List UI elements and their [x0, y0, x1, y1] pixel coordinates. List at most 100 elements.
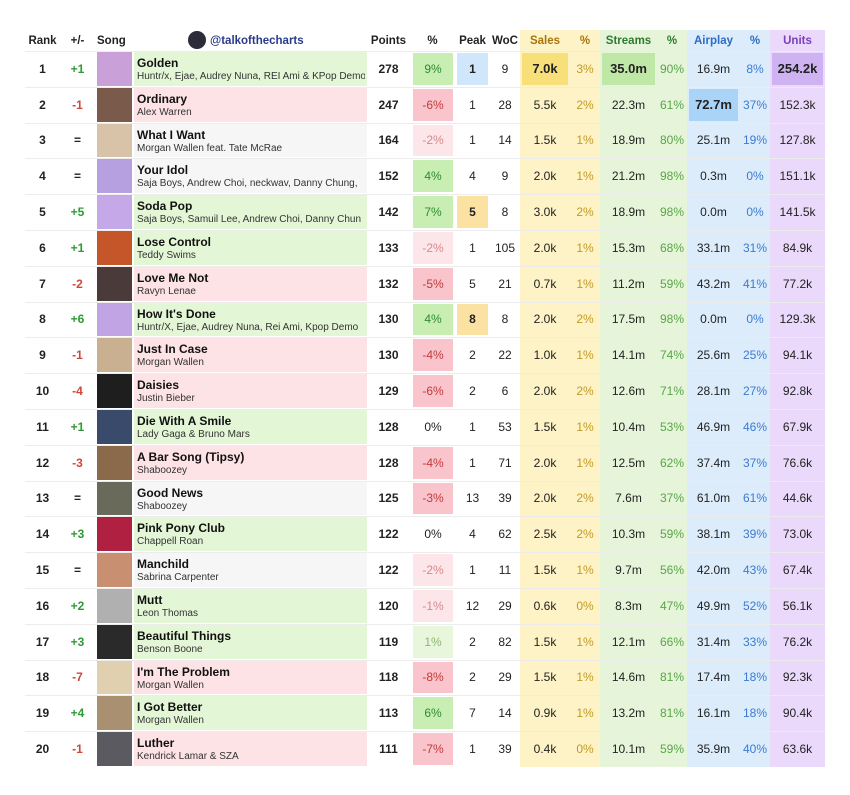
- change: +1: [70, 419, 85, 434]
- metric: 47%: [659, 598, 685, 613]
- rank: 9: [39, 348, 46, 363]
- song-artist: Shaboozey: [137, 464, 188, 476]
- cover-art: [97, 52, 132, 86]
- peak: 1: [469, 455, 476, 470]
- metric: 2.0k: [533, 384, 557, 399]
- row-line: [25, 659, 825, 661]
- points: 133: [378, 240, 399, 255]
- metric: 38.1m: [696, 527, 731, 542]
- cover-art: [97, 410, 132, 444]
- points-change: -6%: [413, 88, 453, 121]
- peak: 1: [457, 53, 488, 85]
- weeks-on-chart: 9: [501, 169, 509, 184]
- rank: 13: [35, 491, 50, 506]
- metric: 1%: [576, 133, 594, 148]
- song-cell: [134, 696, 367, 731]
- song-title: Golden: [137, 56, 179, 70]
- rank: 2: [39, 97, 46, 112]
- change: +1: [70, 61, 85, 76]
- metric: 127.8k: [779, 133, 816, 148]
- metric: 68%: [659, 240, 685, 255]
- metric: 56%: [659, 563, 685, 578]
- cover-art: [97, 231, 132, 265]
- points-change: -2%: [413, 232, 453, 264]
- weeks-on-chart: 29: [498, 598, 512, 613]
- rank: 17: [35, 634, 50, 649]
- song-cell: [134, 195, 367, 229]
- row-line: [25, 480, 825, 482]
- peak: 1: [469, 240, 476, 255]
- metric: 0.9k: [533, 706, 557, 721]
- change: -7: [72, 670, 83, 685]
- rank: 19: [35, 706, 50, 721]
- metric: 62%: [659, 455, 685, 470]
- metric: 46%: [742, 419, 768, 434]
- song-cell: [134, 624, 367, 659]
- row-line: [25, 265, 825, 267]
- handle-icon: [188, 31, 206, 49]
- metric: 41%: [742, 276, 768, 291]
- points: 128: [378, 455, 399, 470]
- metric: 1.5k: [533, 419, 557, 434]
- metric: 2.0k: [533, 169, 557, 184]
- cover-art: [97, 481, 132, 516]
- song-cell: [134, 87, 367, 122]
- song-title: Just In Case: [137, 342, 208, 357]
- song-cell: [134, 374, 367, 408]
- metric: 9.7m: [615, 563, 642, 578]
- metric: 2%: [576, 384, 594, 399]
- change: +2: [70, 598, 85, 613]
- weeks-on-chart: 11: [498, 563, 512, 578]
- weeks-on-chart: 6: [501, 384, 509, 399]
- cover-art: [97, 123, 132, 158]
- metric: 67.4k: [782, 563, 813, 578]
- change: +3: [70, 527, 85, 542]
- song-artist: Justin Bieber: [137, 393, 195, 405]
- weeks-on-chart: 62: [498, 527, 512, 542]
- metric: 1%: [576, 169, 594, 184]
- metric: 17.5m: [611, 312, 646, 327]
- row-line: [25, 158, 825, 160]
- metric: 13.2m: [611, 706, 646, 721]
- cover-art: [97, 266, 132, 301]
- song-artist: Huntr/x, Ejae, Audrey Nuna, REI Ami & KP…: [137, 71, 365, 82]
- metric: 3%: [576, 61, 594, 76]
- weeks-on-chart: 28: [498, 97, 512, 112]
- metric: 98%: [659, 205, 685, 220]
- song-cell: [134, 266, 367, 301]
- metric: 15.3m: [611, 240, 646, 255]
- row-line: [25, 230, 825, 231]
- points: 125: [378, 491, 399, 506]
- song-title: I Got Better: [137, 700, 203, 715]
- metric: 10.3m: [611, 527, 646, 542]
- rank: 4: [39, 169, 46, 184]
- metric: 18.9m: [611, 205, 646, 220]
- header-cell: %: [427, 34, 438, 47]
- header-cell: Units: [783, 34, 812, 47]
- rank: 16: [35, 598, 50, 613]
- change: -1: [72, 742, 83, 757]
- weeks-on-chart: 8: [501, 205, 509, 220]
- points: 111: [379, 742, 398, 757]
- row-line: [25, 731, 825, 733]
- metric: 2%: [576, 97, 594, 112]
- header-cell: %: [666, 34, 678, 47]
- row-line: [25, 409, 825, 410]
- row-line: [25, 337, 825, 339]
- song-artist: Shaboozey: [137, 500, 188, 512]
- song-artist: Alex Warren: [137, 106, 192, 118]
- peak: 1: [469, 133, 476, 148]
- change: -3: [72, 455, 83, 470]
- metric: 27%: [742, 384, 768, 399]
- points: 132: [378, 276, 399, 291]
- song-cell: [134, 159, 367, 194]
- song-artist: Chappell Roan: [137, 536, 204, 548]
- metric: 74%: [659, 348, 685, 363]
- metric: 0%: [746, 205, 764, 220]
- row-line: [25, 552, 825, 554]
- song-artist: Morgan Wallen: [137, 715, 204, 727]
- cover-art: [97, 732, 132, 766]
- song-title: Lose Control: [137, 235, 211, 249]
- rank: 15: [35, 563, 50, 578]
- song-cell: [134, 660, 367, 695]
